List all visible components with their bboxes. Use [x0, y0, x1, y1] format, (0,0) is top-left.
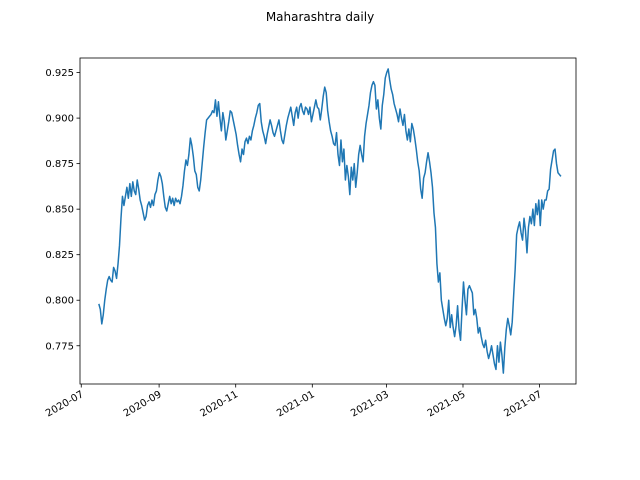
y-tick-label: 0.850: [45, 205, 74, 216]
y-tick-label: 0.800: [45, 296, 74, 307]
y-axis: 0.775 0.800 0.825 0.850 0.875 0.900 0.925: [45, 68, 80, 352]
y-tick-label: 0.825: [45, 250, 74, 261]
y-tick-label: 0.900: [45, 114, 74, 125]
plot-area: [79, 57, 577, 385]
chart-title: Maharashtra daily: [266, 10, 374, 24]
series-line: [98, 68, 562, 374]
y-tick-label: 0.925: [45, 68, 74, 79]
y-tick-label: 0.875: [45, 159, 74, 170]
y-tick-label: 0.775: [45, 341, 74, 352]
